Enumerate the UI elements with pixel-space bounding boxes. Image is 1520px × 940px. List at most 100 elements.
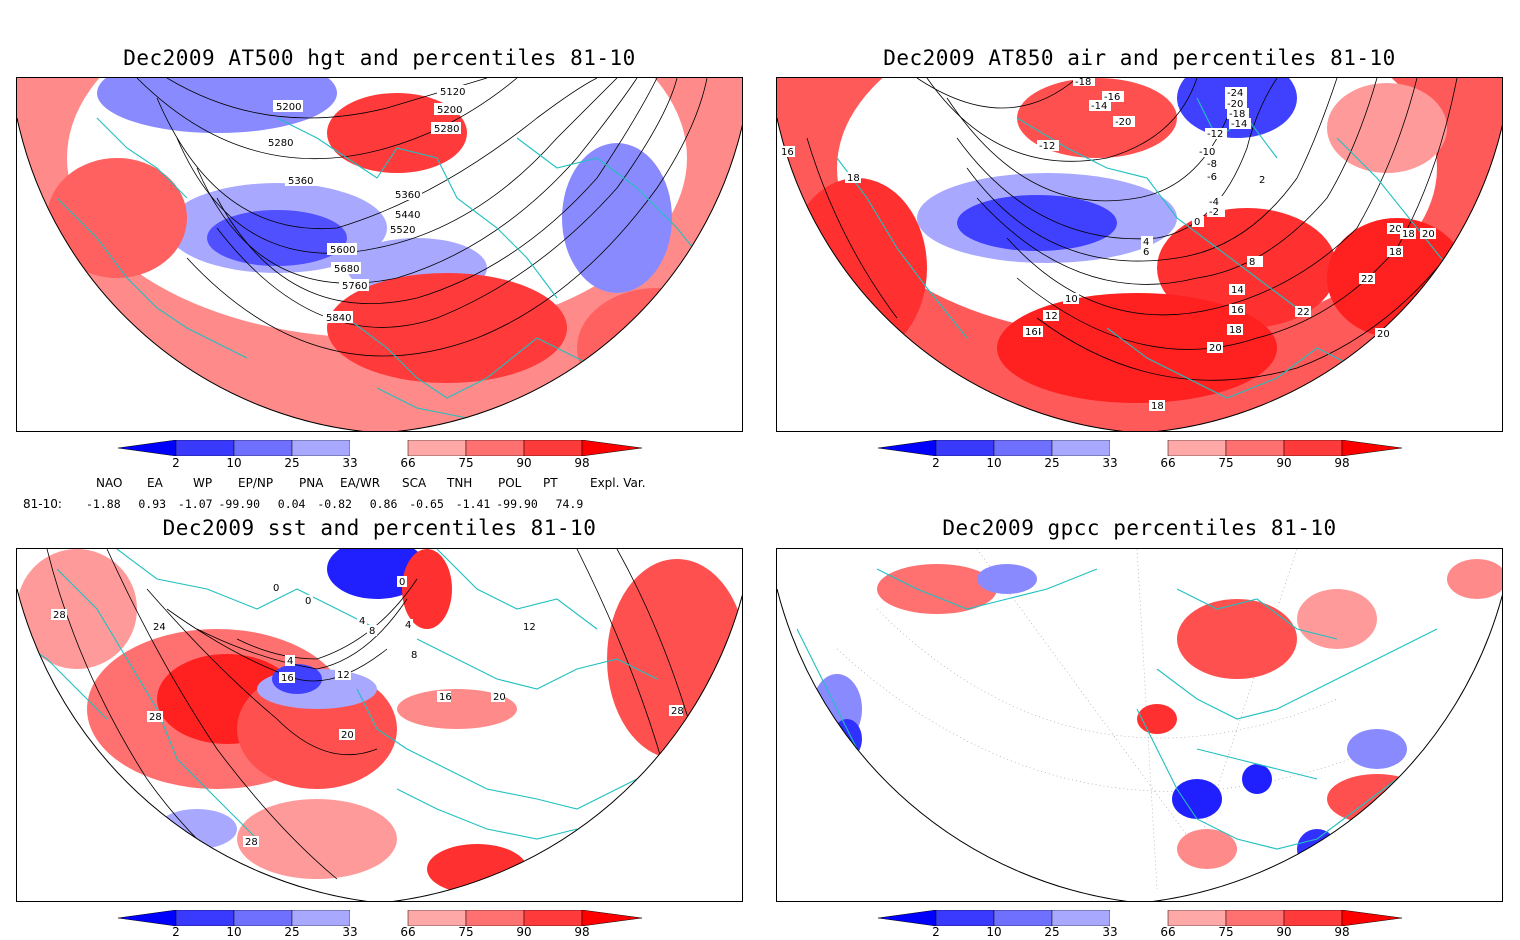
colorbar-label: 33	[1102, 925, 1118, 939]
contour-label: -20	[1115, 117, 1131, 128]
contour-label: 14	[1231, 285, 1244, 296]
map-panel-sst: 28 24 28 20 28 16 12 0 0 0 4 4 8 8 12 16…	[16, 548, 743, 902]
contour-label: 6	[1143, 247, 1149, 258]
title-air: Dec2009 AT850 air and percentiles 81-10	[883, 46, 1396, 70]
contour-label: 5440	[395, 210, 420, 221]
contour-label: -20	[1227, 99, 1243, 110]
contour-label: 8	[1249, 257, 1255, 268]
contour-label: -14	[1091, 101, 1107, 112]
colorbar-label: 33	[1102, 456, 1118, 470]
colorbar-swatches	[877, 909, 1403, 927]
contour-label: 18	[1402, 229, 1415, 240]
colorbar-label: 98	[574, 456, 590, 470]
index-row-label: 81-10:	[23, 497, 62, 511]
colorbar-label: 75	[458, 925, 474, 939]
contour-label: 5520	[390, 225, 415, 236]
contour-label: 24	[153, 622, 166, 633]
title-hgt: Dec2009 AT500 hgt and percentiles 81-10	[123, 46, 636, 70]
contour-label: -24	[1227, 88, 1243, 99]
colorbar-air: 2 10 25 33 66 75 90 98	[877, 439, 1403, 470]
index-header: PNA	[299, 476, 324, 490]
contour-label: -6	[1207, 172, 1217, 183]
index-values: -1.88 0.93 -1.07 -99.90 0.04 -0.82 0.86 …	[86, 497, 584, 511]
title-sst: Dec2009 sst and percentiles 81-10	[162, 516, 597, 540]
contour-label: 4	[287, 656, 293, 667]
colorbar-label: 2	[172, 456, 180, 470]
contour-label: 12	[523, 622, 536, 633]
contour-label: 20	[1389, 224, 1402, 235]
map-panel-hgt: 5120 5200 5200 5280 5280 5360 5360 5440 …	[16, 77, 743, 432]
contour-label: 5680	[334, 264, 359, 275]
contour-label: 0	[305, 596, 311, 607]
contour-label: 5120	[440, 87, 465, 98]
colorbar-label: 66	[1160, 456, 1176, 470]
contour-label: -18	[1229, 109, 1245, 120]
colorbar-swatches	[117, 439, 643, 457]
colorbar-label: 75	[1218, 456, 1234, 470]
map-panel-gpcc	[776, 548, 1503, 902]
colorbar-label: 90	[1276, 456, 1292, 470]
contour-label: 22	[1297, 307, 1310, 318]
contour-label: 8	[369, 626, 375, 637]
contour-label: 18	[1151, 401, 1164, 412]
contour-label: 5840	[326, 313, 351, 324]
colorbar-label: 10	[986, 925, 1002, 939]
colorbar-label: 98	[1334, 925, 1350, 939]
contour-label: 20	[1209, 343, 1222, 354]
index-header: Expl. Var.	[590, 476, 646, 490]
contour-label: -8	[1207, 159, 1217, 170]
index-header: WP	[193, 476, 213, 490]
colorbar-label: 25	[1044, 925, 1060, 939]
contour-label: -12	[1039, 141, 1055, 152]
colorbar-label: 33	[342, 925, 358, 939]
colorbar-swatches	[877, 439, 1403, 457]
contour-label: 5360	[288, 176, 313, 187]
contour-label: 18	[847, 173, 860, 184]
colorbar-label: 33	[342, 456, 358, 470]
contour-label: 5200	[276, 102, 301, 113]
colorbar-label: 75	[1218, 925, 1234, 939]
contour-label: 28	[149, 712, 162, 723]
colorbar-label: 66	[1160, 925, 1176, 939]
contour-label: 12	[337, 670, 350, 681]
colorbar-label: 2	[932, 925, 940, 939]
contour-label: -10	[1199, 147, 1215, 158]
contour-label: 0	[399, 577, 405, 588]
contour-label: 12	[1045, 311, 1058, 322]
colorbar-label: 10	[986, 456, 1002, 470]
contour-label: 16	[1025, 327, 1038, 338]
map-panel-air: -18 -16 -14 -20 -24 -20 -18 -14 -12 -12 …	[776, 77, 1503, 432]
index-header: EP/NP	[238, 476, 274, 490]
colorbar-label: 66	[400, 456, 416, 470]
contour-label: 5280	[268, 138, 293, 149]
colorbar-label: 66	[400, 925, 416, 939]
contour-label: 0	[273, 583, 279, 594]
contour-label: -18	[1075, 78, 1091, 88]
colorbar-label: 90	[516, 925, 532, 939]
index-header: EA/WR	[340, 476, 381, 490]
colorbar-label: 98	[1334, 456, 1350, 470]
contour-label: 28	[671, 706, 684, 717]
index-header: PT	[543, 476, 558, 490]
index-header: TNH	[447, 476, 473, 490]
contour-label: 16	[281, 673, 294, 684]
contour-label: 4	[1143, 237, 1149, 248]
contour-label: 18	[1229, 325, 1242, 336]
contour-label: 22	[1361, 274, 1374, 285]
colorbar-label: 10	[226, 456, 242, 470]
contour-label: -14	[1231, 119, 1247, 130]
contour-label: 20	[493, 692, 506, 703]
contour-label: -4	[1209, 197, 1219, 208]
colorbar-label: 25	[1044, 456, 1060, 470]
contour-label: 5200	[437, 105, 462, 116]
contour-label: -12	[1207, 129, 1223, 140]
contour-label: 4	[405, 620, 411, 631]
index-header: SCA	[402, 476, 427, 490]
index-header: POL	[498, 476, 522, 490]
contour-label: -2	[1209, 207, 1219, 218]
contour-label: 20	[1377, 329, 1390, 340]
contour-label: 20	[1422, 229, 1435, 240]
contour-label: 16	[1231, 305, 1244, 316]
contour-label: 20	[341, 730, 354, 741]
colorbar-label: 90	[516, 456, 532, 470]
